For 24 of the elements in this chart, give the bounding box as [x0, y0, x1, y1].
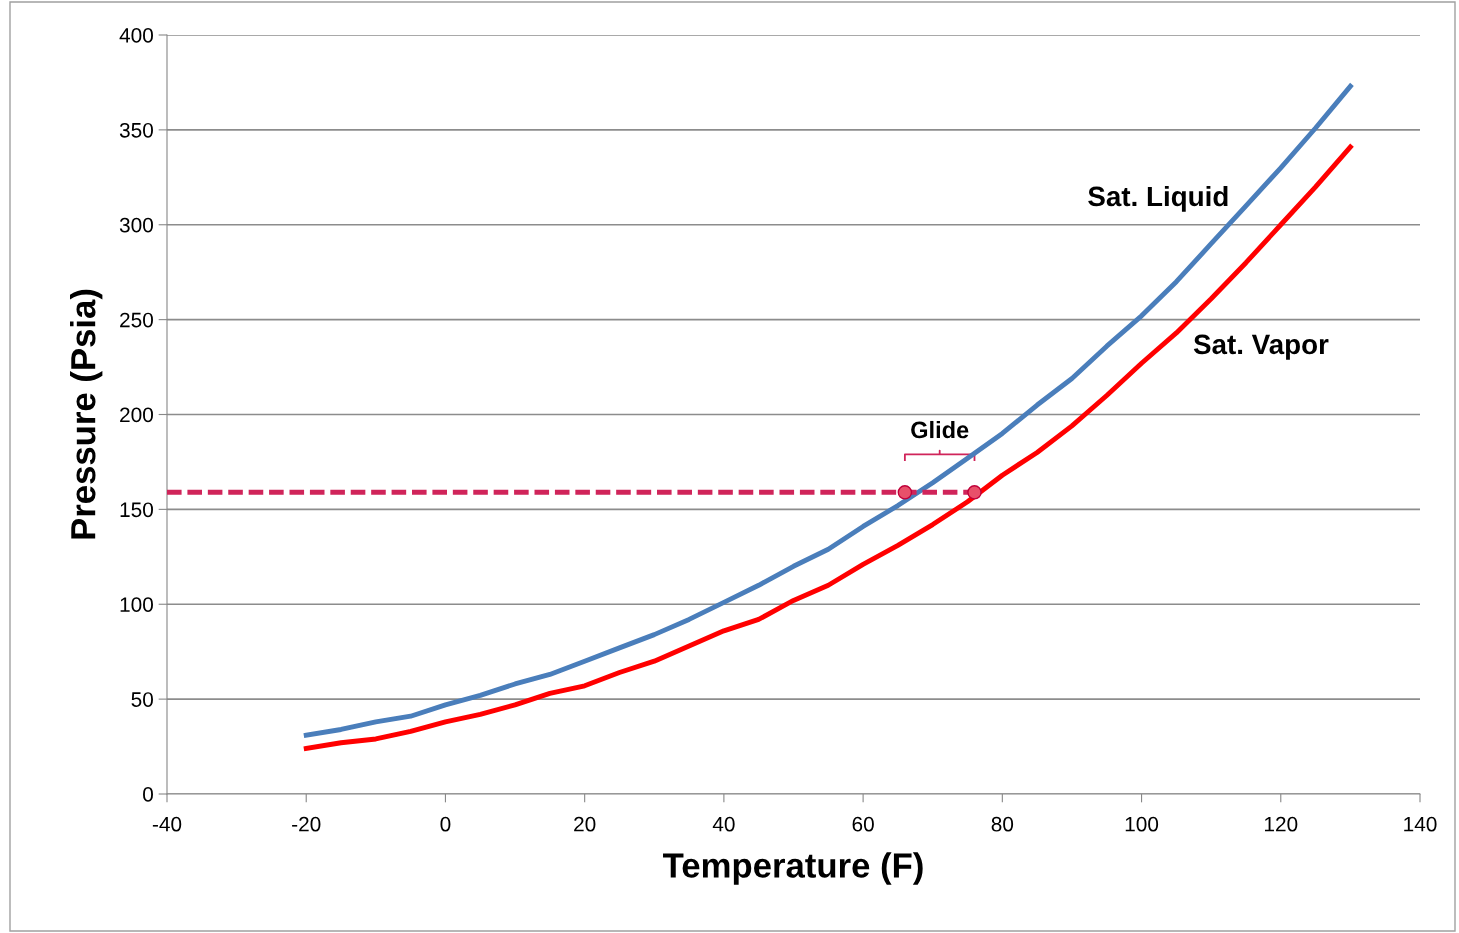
- series-label: Sat. Vapor: [1193, 334, 1329, 360]
- y-tick-label: 400: [119, 28, 153, 43]
- series-label: Sat. Liquid: [1088, 185, 1228, 212]
- x-tick-label: 100: [1125, 816, 1159, 832]
- x-axis-title: Temperature (F): [663, 852, 923, 885]
- x-tick-label: -40: [152, 816, 182, 832]
- x-tick-label: 40: [712, 816, 735, 832]
- y-tick-label: 200: [120, 407, 153, 423]
- y-tick-label: 250: [120, 312, 153, 328]
- y-tick-label: 0: [143, 787, 153, 802]
- y-tick-label: 150: [120, 502, 153, 518]
- x-tick-label: 140: [1404, 816, 1437, 832]
- y-tick-label: 100: [120, 597, 153, 612]
- y-tick-label: 350: [119, 122, 153, 138]
- x-tick-label: 0: [440, 816, 451, 832]
- y-tick-label: 50: [131, 692, 153, 707]
- y-tick-label: 300: [119, 217, 153, 233]
- x-tick-label: 60: [852, 816, 874, 832]
- x-tick-label: -20: [292, 816, 321, 832]
- x-tick-label: 120: [1264, 816, 1298, 832]
- annotation: Glide: [911, 420, 969, 439]
- x-tick-label: 80: [991, 816, 1014, 832]
- y-axis-title: Pressure (Psia): [70, 289, 103, 539]
- x-tick-label: 20: [574, 816, 596, 832]
